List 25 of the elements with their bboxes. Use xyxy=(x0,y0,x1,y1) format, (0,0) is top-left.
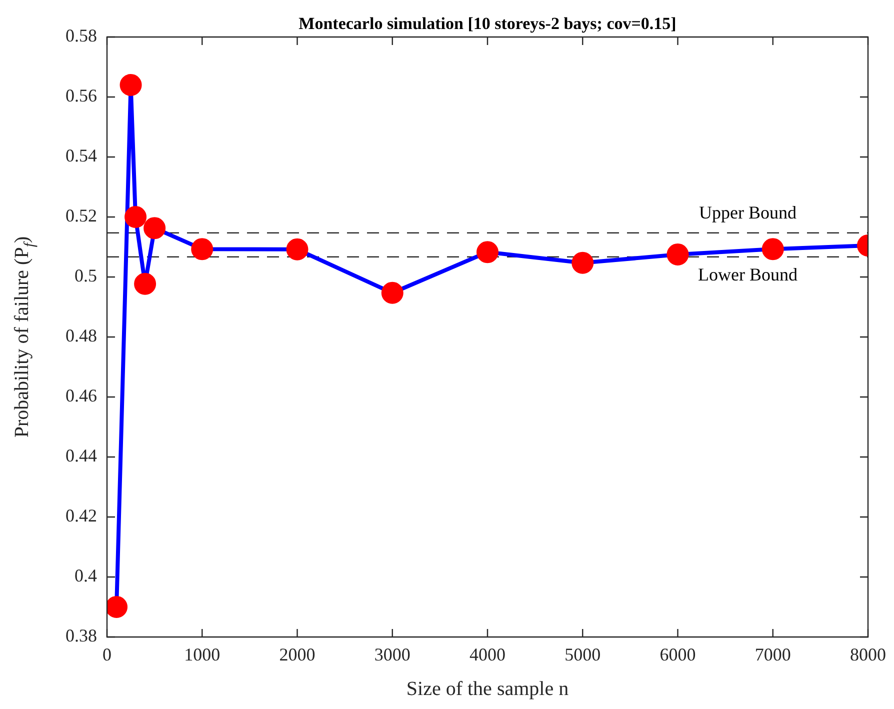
y-tick-label: 0.52 xyxy=(66,206,97,226)
y-tick-label: 0.44 xyxy=(66,446,97,466)
x-tick-label: 2000 xyxy=(279,644,316,665)
y-axis-title: Probability of failure (Pf) xyxy=(11,236,38,438)
y-tick-label: 0.4 xyxy=(74,566,97,586)
x-tick-label: 3000 xyxy=(374,644,410,665)
y-tick-label: 0.54 xyxy=(66,146,97,166)
y-tick-label: 0.56 xyxy=(66,86,97,106)
x-tick-label: 6000 xyxy=(660,644,696,665)
ref-line-label: Upper Bound xyxy=(699,202,797,223)
y-tick-label: 0.38 xyxy=(66,626,97,646)
y-tick-label: 0.42 xyxy=(66,506,97,526)
y-tick-label: 0.46 xyxy=(66,386,97,406)
x-tick-label: 1000 xyxy=(184,644,220,665)
ref-line-label: Lower Bound xyxy=(698,264,798,285)
y-tick-label: 0.58 xyxy=(66,26,97,46)
x-tick-label: 4000 xyxy=(470,644,506,665)
chart-title: Montecarlo simulation [10 storeys-2 bays; cov=0.15] xyxy=(298,14,676,33)
x-tick-label: 7000 xyxy=(754,644,791,665)
x-axis-title: Size of the sample n xyxy=(406,678,569,700)
y-tick-label: 0.5 xyxy=(74,266,97,286)
x-tick-label: 0 xyxy=(102,644,112,665)
x-tick-label: 5000 xyxy=(564,644,601,665)
x-tick-label: 8000 xyxy=(850,644,886,665)
y-tick-label: 0.48 xyxy=(66,326,97,346)
